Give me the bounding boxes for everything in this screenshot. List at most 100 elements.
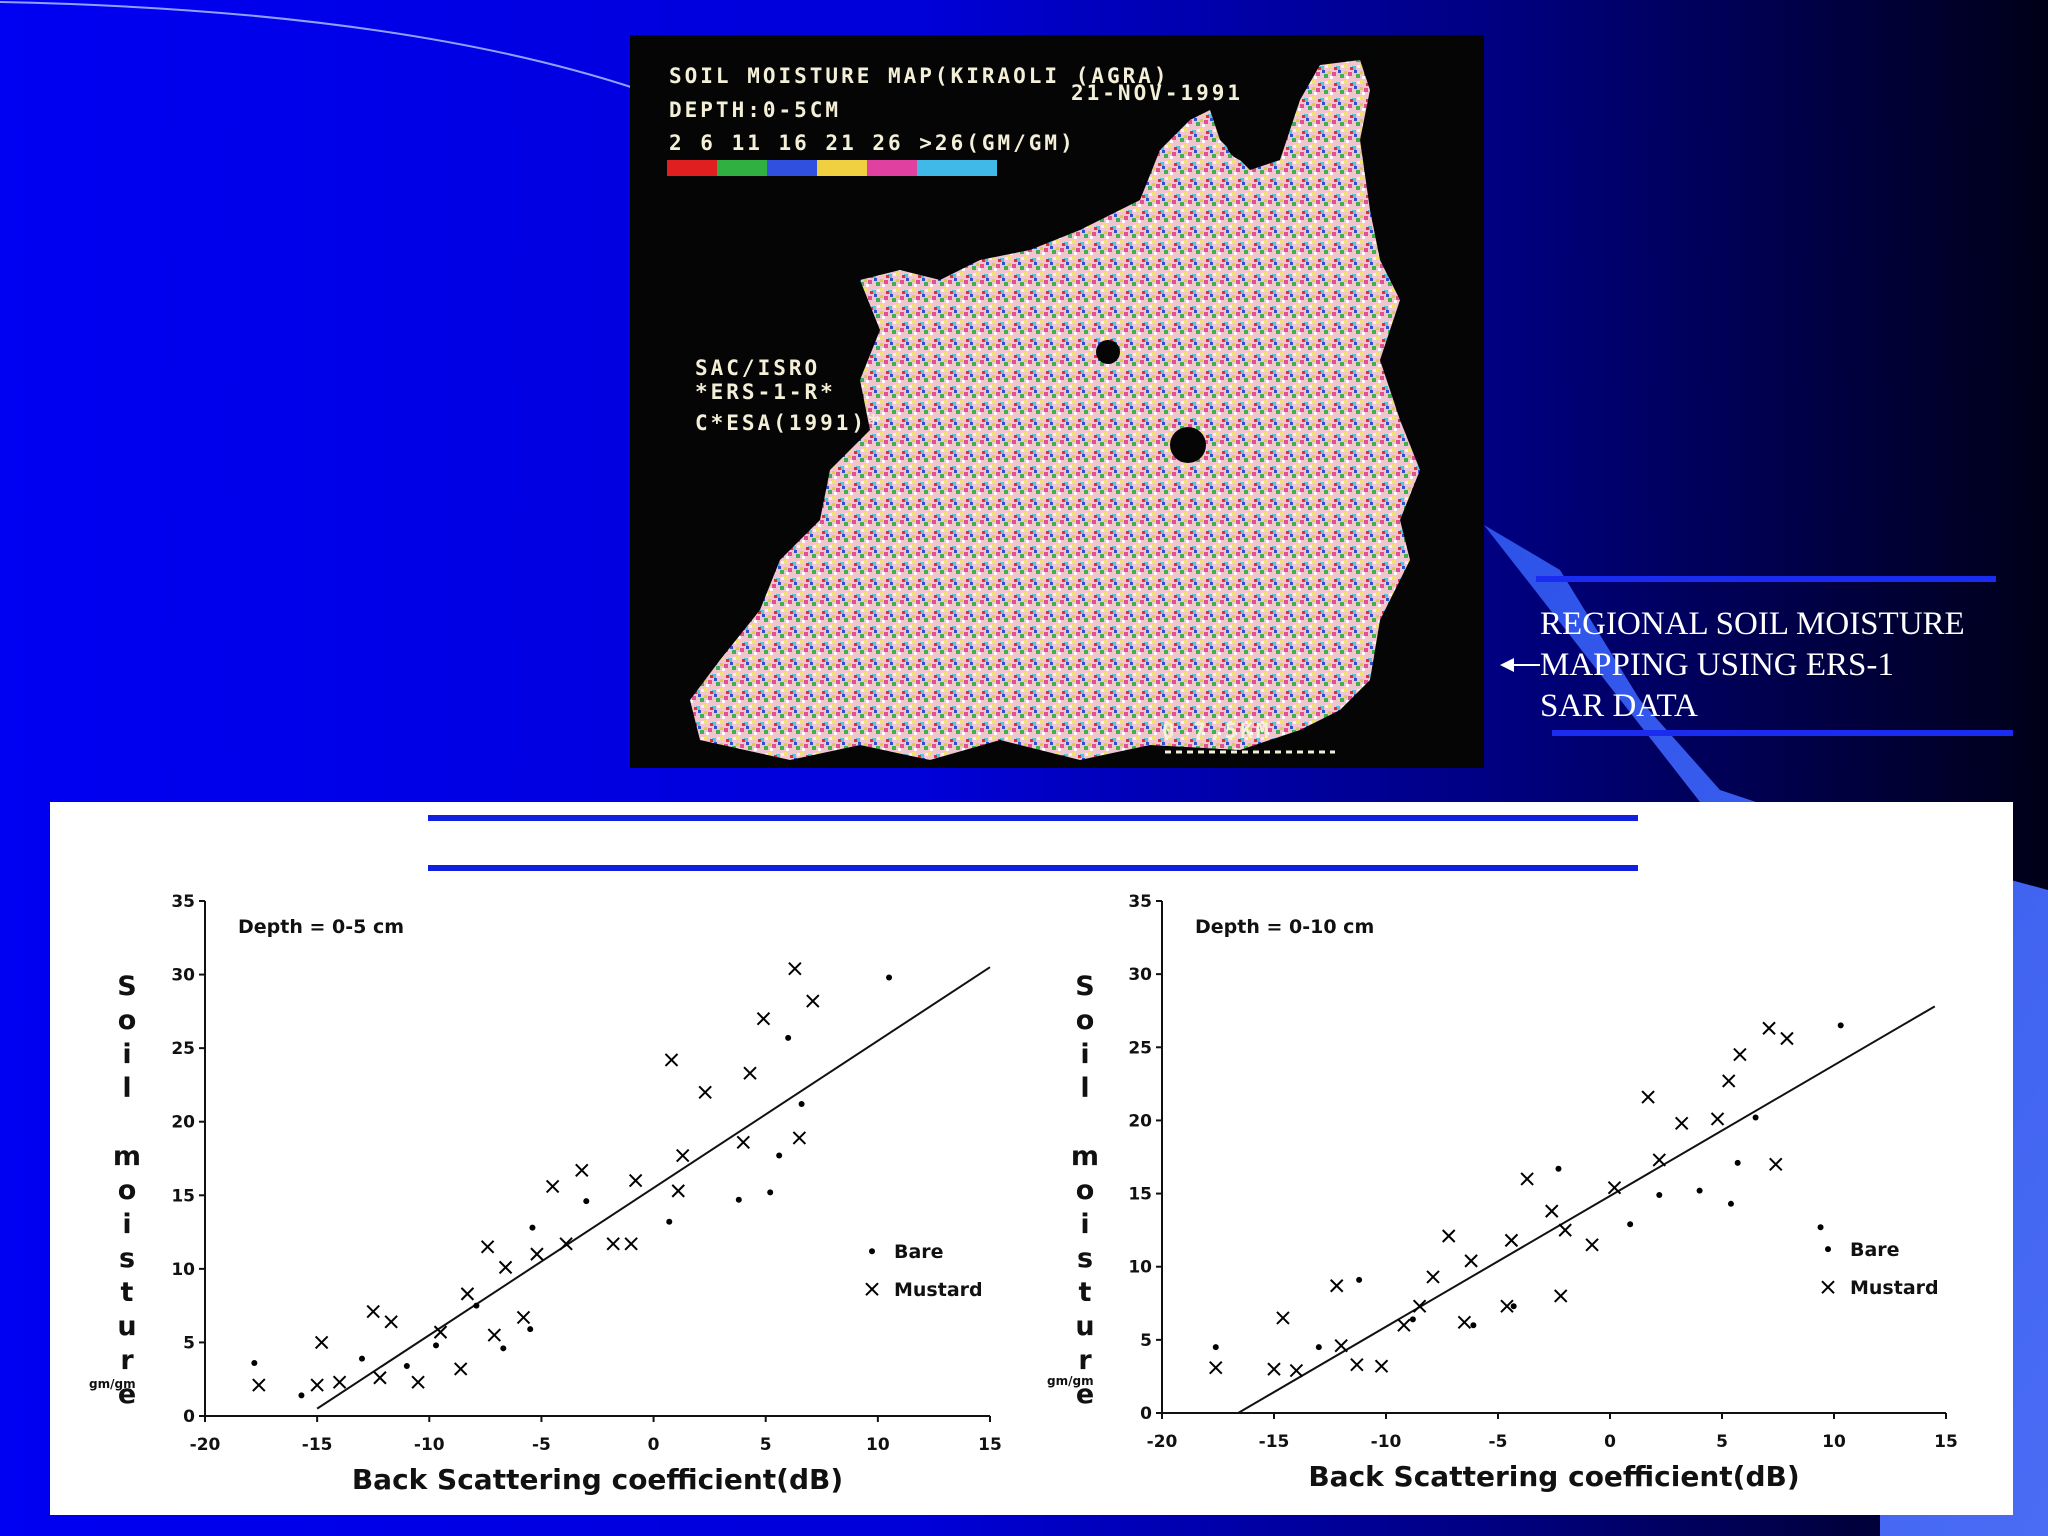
legend-swatch (717, 160, 767, 176)
x-tick-label: 15 (978, 1435, 1002, 1455)
marker-x (314, 1335, 329, 1350)
map-title: SOIL MOISTURE MAP(KIRAOLI (AGRA) (669, 64, 1170, 88)
annotation: Depth = 0-5 cm (238, 916, 404, 938)
map-hole (1227, 127, 1283, 163)
marker-x (1722, 1074, 1736, 1088)
marker-x (736, 1135, 750, 1150)
legend-marker (1825, 1246, 1831, 1253)
x-tick-label: 5 (760, 1435, 772, 1455)
caption-line: REGIONAL SOIL MOISTURE (1540, 606, 1965, 642)
x-axis-label: Back Scattering coefficient(dB) (1308, 1460, 1799, 1493)
x-tick-label: -15 (302, 1435, 333, 1455)
marker-dot (798, 1101, 805, 1108)
marker-dot (433, 1342, 440, 1349)
marker-x (1762, 1021, 1776, 1035)
marker-dot (583, 1198, 590, 1205)
y-tick-label: 10 (1128, 1258, 1152, 1278)
marker-x (1289, 1363, 1304, 1378)
map-date: 21-NOV-1991 (1071, 81, 1243, 105)
legend-swatch (917, 160, 997, 176)
marker-dot (1837, 1022, 1844, 1029)
marker-dot (403, 1362, 410, 1369)
marker-dot (666, 1218, 673, 1225)
legend-label: Mustard (1850, 1277, 1939, 1299)
legend-label: Bare (1850, 1239, 1900, 1261)
marker-dot (1470, 1322, 1477, 1329)
marker-x (606, 1237, 620, 1251)
marker-dot (1356, 1276, 1363, 1283)
legend-swatch (767, 160, 817, 176)
y-tick-label: 5 (1140, 1331, 1152, 1351)
marker-x (373, 1371, 387, 1385)
marker-x (332, 1375, 347, 1389)
legend-marker (865, 1282, 879, 1296)
marker-x (1674, 1116, 1689, 1131)
marker-x (310, 1378, 324, 1392)
y-tick-label: 0 (183, 1407, 195, 1427)
legend-label: Bare (894, 1241, 944, 1263)
caption-line: SAR DATA (1540, 688, 1698, 724)
marker-x (460, 1287, 475, 1301)
marker-x (671, 1184, 685, 1198)
marker-x (1350, 1358, 1364, 1372)
marker-dot (1752, 1114, 1759, 1121)
marker-x (698, 1085, 712, 1099)
map-credit: *ERS-1-R* (695, 380, 836, 404)
unit-label: gm/gm (1047, 1374, 1094, 1388)
marker-dot (1409, 1316, 1416, 1323)
x-tick-label: 0 (648, 1435, 660, 1455)
marker-x (1733, 1047, 1747, 1062)
marker-x (1397, 1318, 1411, 1332)
legend-swatch (817, 160, 867, 176)
map-scale: 0 7.5KM (1162, 719, 1272, 743)
marker-x (530, 1247, 544, 1261)
marker-x (1442, 1229, 1456, 1243)
y-tick-label: 30 (1128, 965, 1152, 985)
marker-x (1464, 1254, 1478, 1268)
marker-x (1276, 1311, 1290, 1325)
marker-dot (500, 1345, 507, 1352)
marker-dot (776, 1152, 783, 1159)
y-tick-label: 15 (171, 1186, 195, 1206)
marker-dot (785, 1034, 792, 1041)
x-tick-label: 10 (866, 1435, 890, 1455)
marker-dot (251, 1360, 258, 1367)
arrow-head (1500, 658, 1514, 672)
marker-x (545, 1179, 560, 1194)
chart-panel (50, 802, 2013, 1515)
marker-x (1457, 1315, 1472, 1330)
marker-dot (359, 1355, 365, 1362)
map-hole (1096, 340, 1120, 364)
trend-line (316, 966, 991, 1410)
marker-x (628, 1173, 643, 1188)
marker-x (1412, 1299, 1427, 1313)
map-image: SOIL MOISTURE MAP(KIRAOLI (AGRA) DEPTH:0… (630, 35, 1484, 768)
marker-x (676, 1148, 690, 1163)
marker-x (1330, 1279, 1344, 1293)
map-depth: DEPTH:0-5CM (669, 98, 841, 122)
y-tick-label: 35 (1128, 892, 1152, 912)
y-tick-label: 20 (171, 1113, 195, 1133)
x-tick-label: 10 (1822, 1432, 1846, 1452)
y-tick-label: 25 (1128, 1038, 1152, 1058)
marker-x (1426, 1270, 1440, 1284)
y-axis-label: Soil moisture (112, 971, 143, 1413)
marker-x (806, 994, 820, 1008)
marker-dot (1555, 1165, 1562, 1172)
marker-x (1504, 1233, 1519, 1248)
map-hole (1170, 427, 1206, 463)
marker-x (516, 1310, 531, 1325)
marker-dot (886, 974, 893, 981)
marker-x (575, 1163, 589, 1177)
y-tick-label: 20 (1128, 1111, 1152, 1131)
marker-x (453, 1362, 468, 1376)
marker-x (1267, 1362, 1281, 1376)
y-tick-label: 10 (171, 1260, 195, 1280)
marker-dot (529, 1224, 536, 1231)
x-tick-label: -10 (414, 1435, 445, 1455)
marker-dot (1627, 1221, 1634, 1228)
marker-dot (1510, 1303, 1517, 1310)
marker-x (1545, 1204, 1559, 1218)
x-tick-label: -20 (190, 1435, 221, 1455)
marker-x (366, 1304, 380, 1319)
